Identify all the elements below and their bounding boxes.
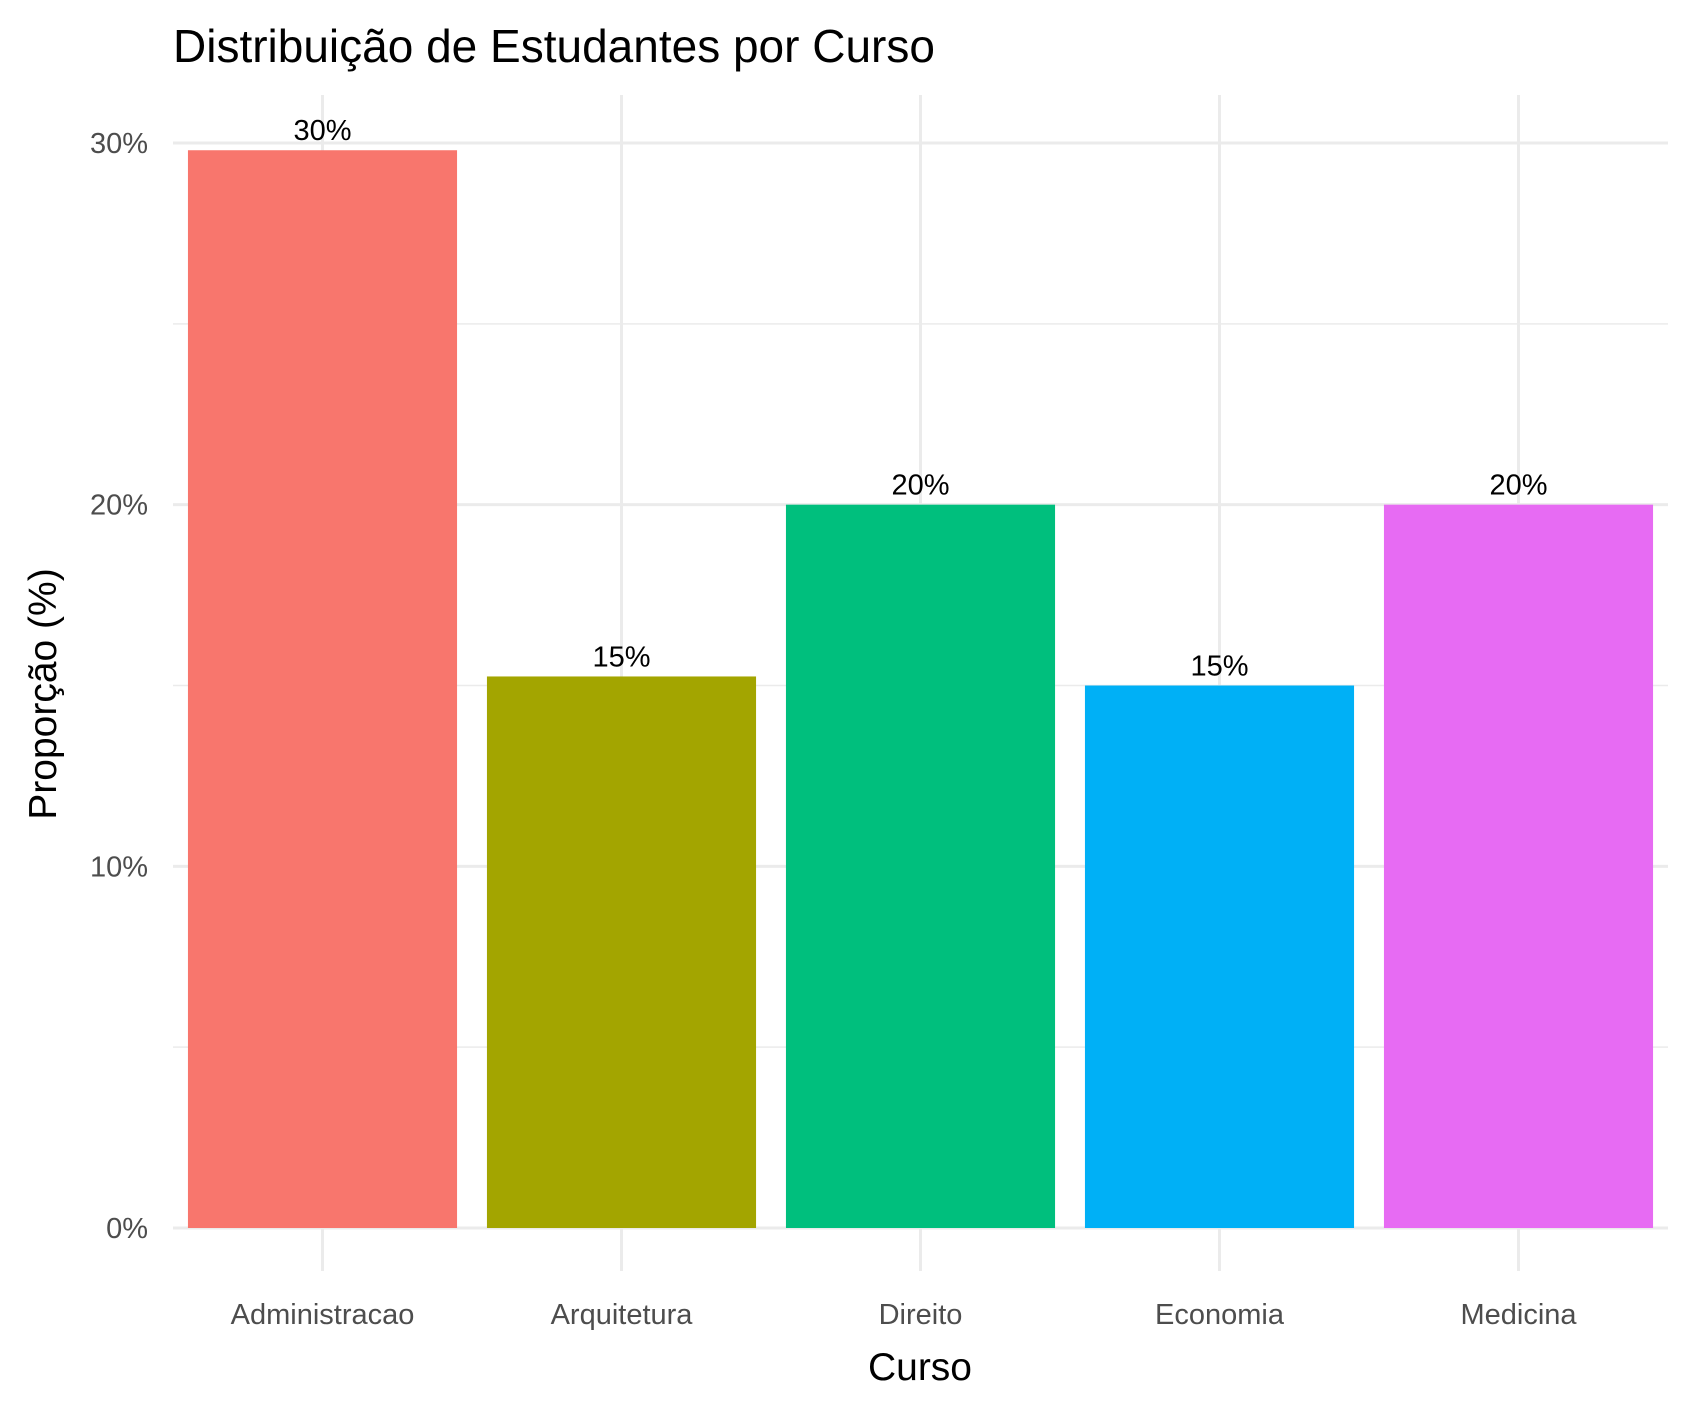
x-tick-label: Direito bbox=[879, 1299, 963, 1331]
y-tick-label: 20% bbox=[90, 490, 148, 522]
data-label: 20% bbox=[1489, 470, 1547, 502]
bar-administracao bbox=[187, 150, 458, 1228]
y-tick-label: 10% bbox=[90, 851, 148, 883]
data-label: 15% bbox=[592, 641, 650, 673]
y-tick-label: 0% bbox=[106, 1213, 148, 1245]
data-label: 30% bbox=[293, 115, 351, 147]
data-label: 15% bbox=[1190, 651, 1248, 683]
x-tick-label: Economia bbox=[1155, 1299, 1285, 1331]
y-axis-ticks: 0% 10% 20% 30% bbox=[90, 128, 148, 1245]
bar-direito bbox=[785, 504, 1056, 1229]
bar-medicina bbox=[1383, 504, 1654, 1229]
x-axis-ticks: Administracao Arquitetura Direito Economia M… bbox=[231, 1299, 1578, 1331]
data-labels: 30% 15% 20% 15% 20% bbox=[293, 115, 1547, 682]
y-tick-label: 30% bbox=[90, 128, 148, 160]
x-axis-title: Curso bbox=[868, 1346, 972, 1389]
bars bbox=[187, 150, 1654, 1229]
x-tick-label: Administracao bbox=[231, 1299, 415, 1331]
data-label: 20% bbox=[891, 470, 949, 502]
chart-title: Distribuição de Estudantes por Curso bbox=[173, 20, 935, 72]
x-tick-label: Arquitetura bbox=[551, 1299, 694, 1331]
y-axis-title: Proporção (%) bbox=[22, 568, 65, 819]
bar-economia bbox=[1084, 685, 1355, 1228]
bar-arquitetura bbox=[486, 676, 757, 1228]
x-tick-label: Medicina bbox=[1460, 1299, 1577, 1331]
